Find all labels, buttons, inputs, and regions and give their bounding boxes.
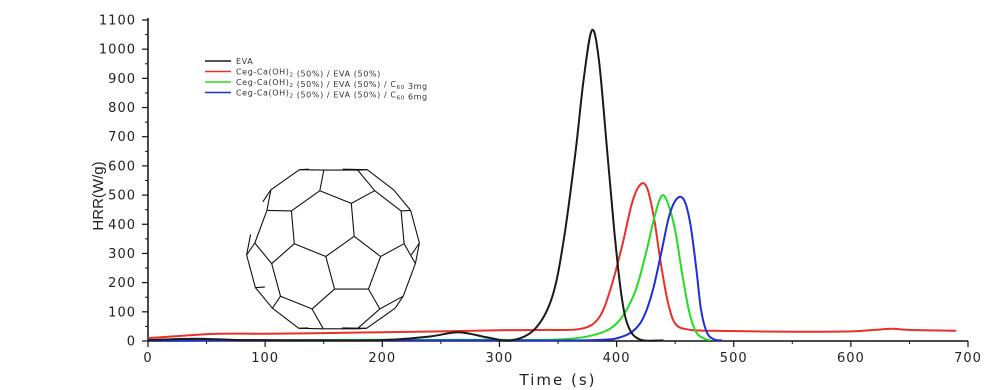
x-axis-title: Time (s): [519, 371, 597, 389]
series-layer: [147, 28, 957, 342]
fullerene-bond: [374, 190, 402, 212]
fullerene-bond: [254, 210, 268, 244]
fullerene-bond: [291, 190, 321, 212]
legend-label: Ceg-Ca(OH)2 (50%) / EVA (50%) / C60 6mg: [236, 89, 428, 102]
x-tick-label: 400: [603, 351, 631, 366]
x-tick-label: 300: [486, 351, 514, 366]
y-axis-title: HRR(W/g): [90, 161, 107, 230]
fullerene-bond: [271, 243, 295, 265]
y-tick-label: 1000: [99, 43, 136, 58]
fullerene-bond: [357, 169, 376, 192]
fullerene-bond: [246, 242, 256, 256]
fullerene-bond: [379, 295, 404, 310]
fullerene-bond: [401, 209, 411, 212]
fullerene-bond: [367, 256, 382, 290]
fullerene-bond: [351, 190, 375, 204]
x-tick-label: 600: [837, 351, 865, 366]
y-tick-label: 300: [108, 247, 136, 262]
fullerene-bond: [270, 169, 300, 191]
fullerene-bond: [271, 263, 282, 297]
fullerene-bond: [325, 256, 336, 290]
y-tick-label: 700: [108, 130, 136, 145]
fullerene-bond: [366, 307, 396, 329]
fullerene-bond: [262, 189, 272, 203]
legend-label: Ceg-Ca(OH)2 (50%) / EVA (50%): [236, 68, 381, 79]
x-tick-label: 700: [954, 351, 982, 366]
fullerene-bond: [311, 308, 324, 330]
fullerene-bond: [272, 307, 300, 329]
fullerene-bond: [294, 243, 327, 258]
fullerene-bond: [266, 189, 272, 211]
fullerene-bond: [414, 242, 420, 264]
fullerene-bond: [356, 308, 381, 330]
y-tick-label: 800: [108, 101, 136, 116]
x-tick-label: 100: [251, 351, 279, 366]
fullerene-bond: [353, 235, 381, 257]
legend-label: EVA: [236, 57, 253, 66]
fullerene-bond: [350, 203, 355, 237]
fullerene-bond: [255, 286, 265, 289]
fullerene-bond: [266, 209, 292, 212]
fullerene-bond: [254, 287, 273, 309]
fullerene-bond: [325, 235, 355, 257]
fullerene-bond: [290, 210, 295, 244]
fullerene-c60-icon: [246, 168, 420, 330]
fullerene-bond: [400, 210, 405, 244]
y-tick-label: 0: [127, 335, 136, 350]
y-tick-label: 1100: [99, 14, 136, 29]
fullerene-bond: [254, 242, 273, 264]
fullerene-bond: [368, 288, 381, 310]
y-tick-label: 500: [108, 189, 136, 204]
y-tick-label: 100: [108, 305, 136, 320]
y-tick-label: 200: [108, 276, 136, 291]
fullerene-bond: [319, 169, 325, 191]
series-line-0: [147, 28, 664, 342]
y-tick-label: 400: [108, 218, 136, 233]
y-tick-label: 600: [108, 159, 136, 174]
y-tick-label: 900: [108, 72, 136, 87]
fullerene-bond: [410, 210, 420, 244]
legend-label: Ceg-Ca(OH)2 (50%) / EVA (50%) / C60 3mg: [236, 78, 428, 91]
fullerene-bond: [280, 295, 313, 310]
fullerene-bond: [393, 189, 412, 211]
fullerene-bond: [402, 263, 416, 297]
fullerene-bond: [319, 190, 352, 204]
fullerene-bond: [311, 288, 335, 310]
fullerene-bond: [410, 242, 420, 256]
series-line-3: [147, 195, 723, 342]
fullerene-bond: [246, 234, 252, 256]
x-tick-label: 0: [143, 351, 152, 366]
series-line-1: [147, 182, 957, 340]
fullerene-bond: [380, 243, 405, 257]
fullerene-bond: [403, 243, 416, 264]
fullerene-bond: [246, 254, 256, 288]
fullerene-bond: [271, 295, 281, 309]
fullerene-bond: [394, 295, 404, 309]
fullerene-bond: [366, 169, 394, 191]
x-tick-label: 200: [368, 351, 396, 366]
x-tick-label: 500: [720, 351, 748, 366]
axes: 0 100 200 300 400 500 600 700 0 100 200 300 400 500 60…: [99, 14, 982, 367]
